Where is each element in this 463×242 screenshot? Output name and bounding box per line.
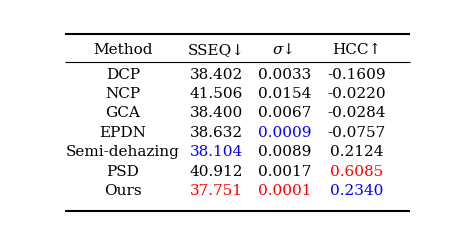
Text: 0.2340: 0.2340 (329, 184, 382, 198)
Text: 41.506: 41.506 (189, 87, 243, 101)
Text: 0.0033: 0.0033 (257, 68, 311, 82)
Text: -0.1609: -0.1609 (326, 68, 385, 82)
Text: -0.0757: -0.0757 (326, 126, 385, 140)
Text: EPDN: EPDN (99, 126, 146, 140)
Text: 38.632: 38.632 (189, 126, 242, 140)
Text: 37.751: 37.751 (189, 184, 242, 198)
Text: 40.912: 40.912 (189, 165, 243, 179)
Text: -0.0284: -0.0284 (326, 106, 385, 121)
Text: PSD: PSD (106, 165, 139, 179)
Text: 38.400: 38.400 (189, 106, 242, 121)
Text: 0.0017: 0.0017 (257, 165, 311, 179)
Text: GCA: GCA (105, 106, 140, 121)
Text: 38.402: 38.402 (189, 68, 242, 82)
Text: -0.0220: -0.0220 (326, 87, 385, 101)
Text: HCC↑: HCC↑ (331, 44, 380, 57)
Text: SSEQ↓: SSEQ↓ (188, 44, 244, 57)
Text: NCP: NCP (105, 87, 140, 101)
Text: DCP: DCP (106, 68, 139, 82)
Text: Method: Method (93, 44, 152, 57)
Text: 0.2124: 0.2124 (329, 145, 382, 159)
Text: 0.0089: 0.0089 (257, 145, 311, 159)
Text: 0.0001: 0.0001 (257, 184, 311, 198)
Text: σ↓: σ↓ (272, 44, 295, 57)
Text: 0.6085: 0.6085 (329, 165, 382, 179)
Text: Semi-dehazing: Semi-dehazing (66, 145, 179, 159)
Text: 38.104: 38.104 (189, 145, 242, 159)
Text: Ours: Ours (104, 184, 141, 198)
Text: 0.0067: 0.0067 (257, 106, 311, 121)
Text: 0.0009: 0.0009 (257, 126, 311, 140)
Text: 0.0154: 0.0154 (257, 87, 311, 101)
